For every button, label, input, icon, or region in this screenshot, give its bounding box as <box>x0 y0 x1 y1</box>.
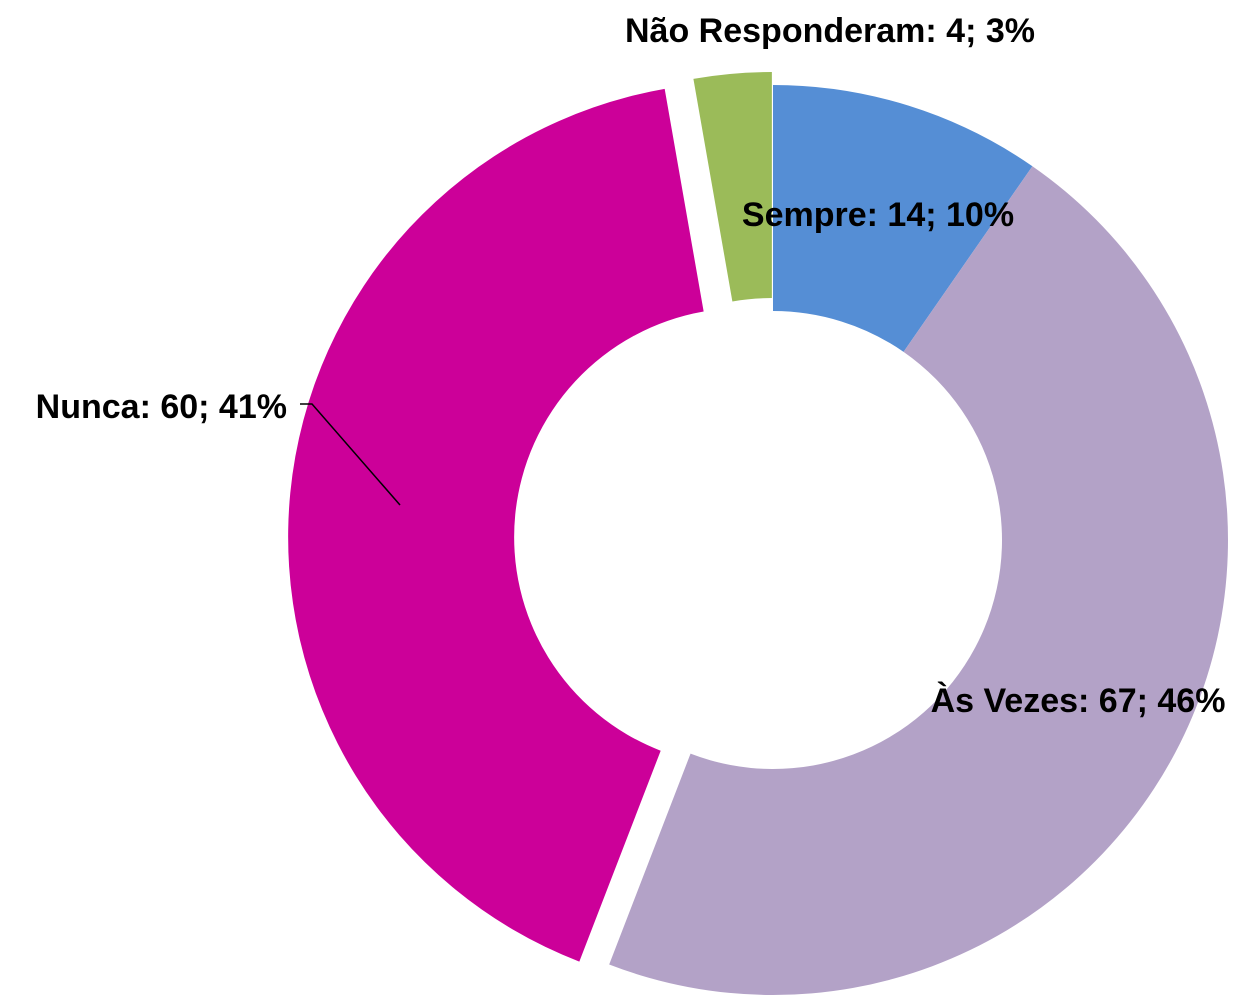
slice <box>288 88 704 962</box>
data-label: Não Responderam: 4; 3% <box>625 12 1035 50</box>
slice <box>609 166 1229 996</box>
data-label: Às Vezes: 67; 46% <box>931 682 1226 720</box>
leader-line <box>300 403 401 506</box>
slice <box>693 72 772 302</box>
data-label: Nunca: 60; 41% <box>36 388 287 426</box>
data-label: Sempre: 14; 10% <box>742 196 1014 234</box>
slice <box>773 85 1033 352</box>
